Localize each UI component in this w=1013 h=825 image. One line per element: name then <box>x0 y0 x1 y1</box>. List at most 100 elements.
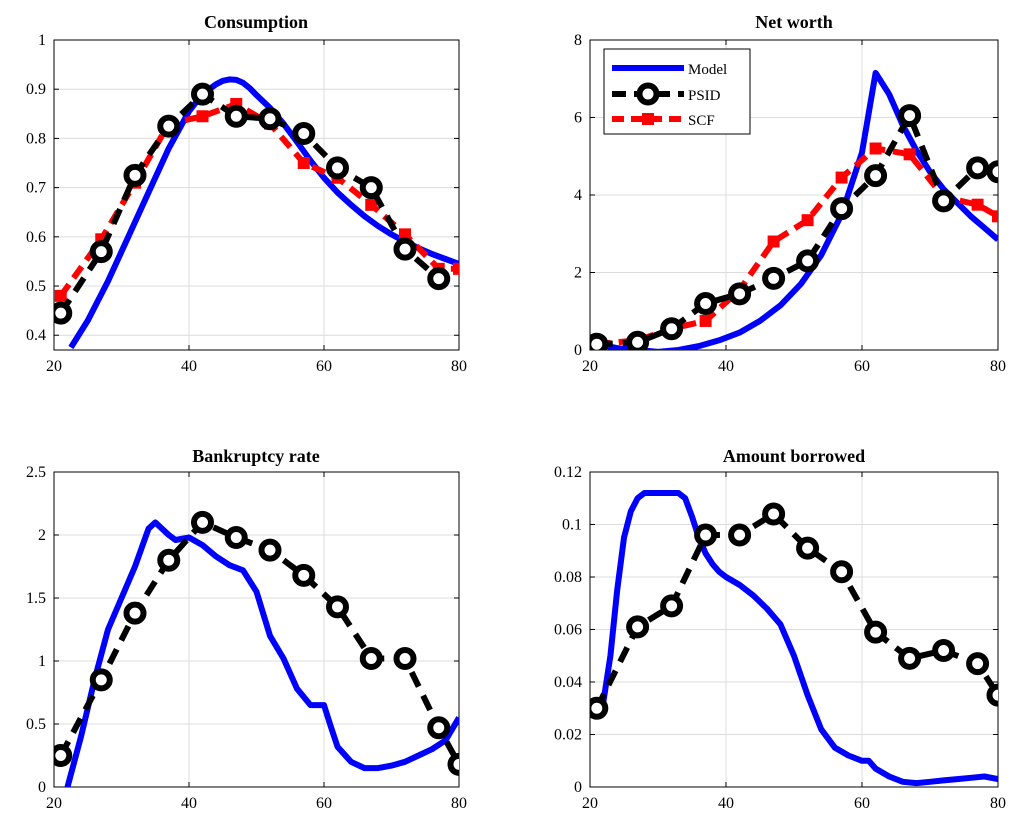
series-marker-scf <box>767 235 780 248</box>
series-marker-psid <box>191 82 214 106</box>
series-marker-psid <box>966 156 990 180</box>
x-tick-label: 20 <box>582 358 598 375</box>
series-line-model <box>64 519 459 787</box>
legend-label-scf: SCF <box>688 113 715 129</box>
legend-marker-scf <box>642 113 654 125</box>
panel-net-worth: Net worth 20 40 60 80 0 2 4 6 8 <box>574 12 1006 375</box>
series-marker-scf <box>971 198 984 211</box>
y-tick-label: 0.5 <box>26 278 46 295</box>
y-tick-label: 0.02 <box>554 727 582 744</box>
plot-area: 20 40 60 80 0 0.02 0.04 0.06 0.08 0.1 0.12 <box>554 464 1006 812</box>
y-tick-label: 0.1 <box>562 517 582 534</box>
x-tick-label: 80 <box>990 358 1006 375</box>
series-marker-psid <box>292 563 316 587</box>
legend-label-model: Model <box>688 62 727 78</box>
series-line-scf <box>58 100 459 298</box>
series-marker-psid <box>796 536 820 560</box>
y-tick-label: 1 <box>38 32 46 49</box>
series-marker-psid <box>258 538 282 562</box>
series-marker-psid <box>590 332 609 350</box>
series-marker-psid <box>224 104 248 128</box>
series-marker-psid <box>932 639 956 662</box>
series-marker-psid <box>224 526 248 550</box>
series-line-model <box>68 76 459 350</box>
x-tick-label: 60 <box>854 358 870 375</box>
series-marker-psid <box>694 523 718 547</box>
series-marker-psid <box>427 716 451 740</box>
plot-area: 20 40 60 80 0 0.5 1 1.5 2 2.5 <box>26 464 467 812</box>
series-marker-psid <box>292 121 316 145</box>
panel-title: Net worth <box>755 12 832 32</box>
series-marker-scf <box>835 171 848 184</box>
panel-amount-borrowed: Amount borrowed 20 40 60 80 0 0.02 0.04 0.06 0.0… <box>554 446 1006 812</box>
series-marker-scf <box>869 142 882 155</box>
axes-box <box>53 39 460 351</box>
series-marker-psid <box>932 189 956 213</box>
series-marker-psid <box>447 752 459 776</box>
series-marker-psid <box>359 176 383 200</box>
series-marker-psid <box>830 560 854 584</box>
series-marker-scf <box>699 314 712 327</box>
series-marker-scf <box>453 262 459 275</box>
x-tick-label: 20 <box>46 358 62 375</box>
x-tick-label: 40 <box>181 358 197 375</box>
y-tick-label: 0.5 <box>26 716 46 733</box>
x-tick-label: 40 <box>181 795 197 812</box>
series-marker-psid <box>728 282 752 306</box>
series-marker-scf <box>297 157 310 170</box>
series-marker-psid <box>626 330 650 350</box>
x-tick-label: 20 <box>582 795 598 812</box>
series-marker-psid <box>694 292 718 315</box>
x-tick-label: 80 <box>451 358 467 375</box>
series-marker-psid <box>258 107 282 131</box>
series-marker-psid <box>89 668 113 692</box>
series-marker-psid <box>191 510 214 534</box>
x-tick-label: 20 <box>46 795 62 812</box>
series-marker-psid <box>986 683 998 707</box>
y-tick-label: 0.4 <box>26 327 46 344</box>
y-tick-label: 2.5 <box>26 464 46 481</box>
series-marker-psid <box>54 744 73 767</box>
series-marker-psid <box>660 317 684 341</box>
x-tick-label: 40 <box>718 795 734 812</box>
series-marker-psid <box>898 104 922 128</box>
y-tick-label: 0 <box>574 342 582 359</box>
series-marker-psid <box>157 548 181 572</box>
y-tick-label: 0.12 <box>554 464 582 481</box>
series-line-psid <box>58 90 441 315</box>
series-marker-scf <box>903 148 916 161</box>
series-marker-scf <box>992 210 998 223</box>
y-tick-label: 0.6 <box>26 229 46 246</box>
legend: Model PSID SCF <box>603 48 751 135</box>
series-marker-psid <box>427 267 451 291</box>
y-tick-label: 1.5 <box>26 590 46 607</box>
panel-consumption: Consumption 20 40 60 80 0.4 0.5 0.6 0.7 0.8 0.9 1 <box>26 12 467 375</box>
panel-title: Consumption <box>204 12 308 32</box>
series-marker-psid <box>864 164 888 188</box>
series-marker-psid <box>966 652 990 676</box>
y-tick-label: 2 <box>574 265 582 282</box>
series-marker-psid <box>157 114 181 138</box>
x-tick-label: 60 <box>316 358 332 375</box>
series-marker-scf <box>801 214 814 227</box>
y-tick-label: 0.08 <box>554 569 582 586</box>
y-tick-label: 8 <box>574 32 582 49</box>
series-marker-scf <box>399 228 411 241</box>
x-tick-label: 60 <box>316 795 332 812</box>
y-tick-label: 0 <box>574 779 582 796</box>
series-line-model <box>594 490 998 787</box>
y-tick-label: 6 <box>574 110 582 127</box>
y-tick-label: 1 <box>38 653 46 670</box>
series-layer <box>590 69 998 350</box>
y-tick-label: 0.8 <box>26 130 46 147</box>
panel-title: Bankruptcy rate <box>192 446 320 466</box>
series-marker-scf <box>54 289 67 302</box>
y-tick-label: 0.7 <box>26 180 46 197</box>
y-tick-label: 2 <box>38 527 46 544</box>
legend-label-psid: PSID <box>688 88 721 104</box>
series-marker-scf <box>365 198 378 211</box>
series-marker-psid <box>830 197 854 221</box>
axes-box <box>53 471 460 788</box>
legend-marker-psid <box>636 82 660 106</box>
